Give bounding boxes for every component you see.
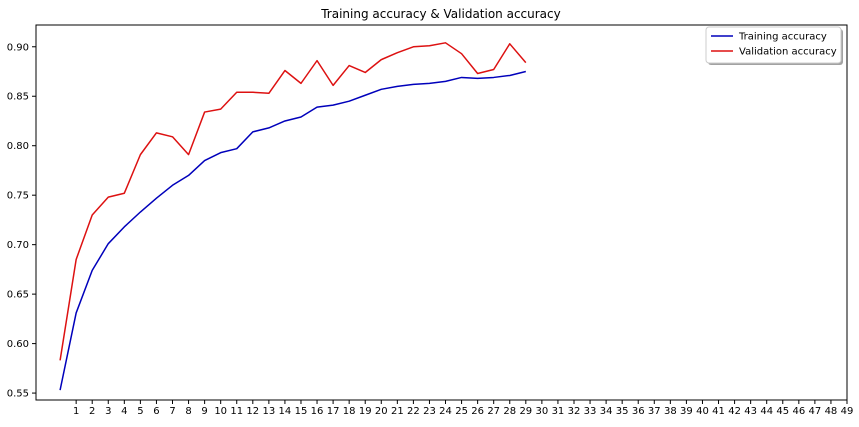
x-tick-label: 5 — [137, 406, 143, 417]
x-axis: 1 2 3 4 5 6 7 8 9 10 11 12 13 14 15 16 17 18 19 20 21 22 23 24 2… — [73, 400, 853, 417]
x-tick-label: 49 — [841, 406, 854, 417]
x-tick-label: 39 — [680, 406, 693, 417]
x-tick-label: 37 — [648, 406, 661, 417]
series-line-training — [59, 70, 526, 391]
x-tick-label: 22 — [407, 406, 420, 417]
x-tick-label: 32 — [568, 406, 581, 417]
chart-title: Training accuracy & Validation accuracy — [320, 7, 561, 21]
x-tick-label: 20 — [375, 406, 388, 417]
x-tick-label: 30 — [536, 406, 549, 417]
x-tick-label: 46 — [792, 406, 805, 417]
x-tick-label: 34 — [600, 406, 613, 417]
legend-box — [705, 26, 842, 64]
x-tick-label: 41 — [712, 406, 725, 417]
x-tick-label: 24 — [439, 406, 452, 417]
x-tick-label: 10 — [214, 406, 227, 417]
x-tick-label: 11 — [230, 406, 243, 417]
x-tick-label: 36 — [632, 406, 645, 417]
legend: Training accuracy Validation accuracy — [705, 26, 843, 65]
x-tick-label: 9 — [201, 406, 207, 417]
x-tick-label: 2 — [89, 406, 95, 417]
x-tick-label: 42 — [728, 406, 741, 417]
x-tick-label: 21 — [391, 406, 404, 417]
x-tick-label: 45 — [776, 406, 789, 417]
series-lines — [59, 42, 527, 391]
x-tick-label: 43 — [744, 406, 757, 417]
y-tick-label: 0.80 — [7, 141, 29, 152]
y-tick-label: 0.90 — [7, 42, 29, 53]
series-line-validation — [59, 42, 527, 361]
y-tick-label: 0.70 — [7, 240, 29, 251]
y-tick-label: 0.65 — [7, 290, 29, 301]
legend-label-training: Training accuracy — [738, 32, 827, 43]
x-tick-label: 17 — [327, 406, 340, 417]
x-tick-label: 23 — [423, 406, 436, 417]
x-tick-label: 6 — [153, 406, 159, 417]
x-tick-label: 14 — [279, 406, 292, 417]
plot-area — [35, 24, 848, 401]
x-tick-label: 1 — [73, 406, 79, 417]
x-tick-label: 33 — [584, 406, 597, 417]
x-tick-label: 7 — [169, 406, 175, 417]
x-tick-label: 15 — [295, 406, 308, 417]
y-axis: 0.55 0.60 0.65 0.70 0.75 0.80 0.85 0.90 — [7, 42, 36, 400]
x-tick-label: 48 — [825, 406, 838, 417]
x-tick-label: 27 — [487, 406, 500, 417]
x-tick-label: 3 — [105, 406, 111, 417]
x-tick-label: 35 — [616, 406, 629, 417]
y-tick-label: 0.55 — [7, 389, 29, 400]
x-tick-label: 13 — [262, 406, 275, 417]
x-tick-label: 16 — [311, 406, 324, 417]
y-tick-label: 0.75 — [7, 191, 29, 202]
x-tick-label: 31 — [552, 406, 565, 417]
x-tick-label: 4 — [121, 406, 127, 417]
x-tick-label: 38 — [664, 406, 677, 417]
x-tick-label: 18 — [343, 406, 356, 417]
x-tick-label: 47 — [809, 406, 822, 417]
x-tick-label: 12 — [246, 406, 259, 417]
legend-label-validation: Validation accuracy — [739, 47, 837, 58]
x-tick-label: 29 — [519, 406, 532, 417]
x-tick-label: 8 — [185, 406, 191, 417]
x-tick-label: 40 — [696, 406, 709, 417]
x-tick-label: 25 — [455, 406, 468, 417]
x-tick-label: 44 — [760, 406, 773, 417]
x-tick-label: 28 — [503, 406, 516, 417]
y-tick-label: 0.60 — [7, 339, 29, 350]
x-tick-label: 26 — [471, 406, 484, 417]
x-tick-label: 19 — [359, 406, 372, 417]
y-tick-label: 0.85 — [7, 92, 29, 103]
